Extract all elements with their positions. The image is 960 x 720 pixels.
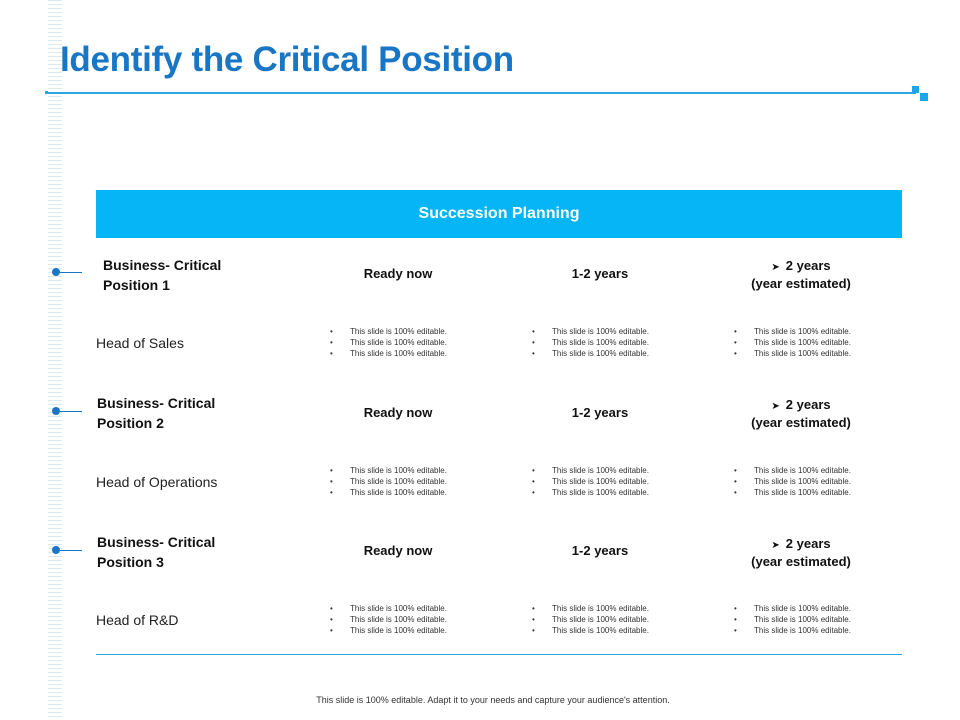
list-item: This slide is 100% editable. (532, 603, 702, 614)
bullet-list: This slide is 100% editable. This slide … (330, 603, 500, 636)
critical-position-label: Business- Critical Position 2 (97, 393, 215, 433)
marker-line (60, 272, 82, 273)
position-line-2: Position 3 (97, 552, 215, 572)
position-line-1: Business- Critical (97, 393, 215, 413)
table-header-label: Succession Planning (419, 205, 580, 223)
bullet-list: This slide is 100% editable. This slide … (734, 326, 904, 359)
years-label: 1-2 years (540, 405, 660, 420)
corner-square-decoration (912, 86, 919, 93)
bullet-list: This slide is 100% editable. This slide … (734, 603, 904, 636)
list-item: This slide is 100% editable. (734, 465, 904, 476)
list-item: This slide is 100% editable. (734, 326, 904, 337)
list-item: This slide is 100% editable. (330, 476, 500, 487)
list-item: This slide is 100% editable. (532, 465, 702, 476)
bullet-list: This slide is 100% editable. This slide … (532, 465, 702, 498)
years-label: 1-2 years (540, 266, 660, 281)
role-label: Head of Operations (96, 474, 217, 490)
list-item: This slide is 100% editable. (330, 614, 500, 625)
list-item: This slide is 100% editable. (330, 348, 500, 359)
marker-dot (52, 407, 60, 415)
estimate-value: 2 years (786, 536, 831, 551)
estimate-note: (year estimated) (726, 554, 876, 570)
footer-note: This slide is 100% editable. Adapt it to… (0, 695, 960, 705)
estimate-label: ➤ 2 years (year estimated) (726, 397, 876, 431)
list-item: This slide is 100% editable. (330, 487, 500, 498)
table-header-bar: Succession Planning (96, 190, 902, 238)
page-title: Identify the Critical Position (60, 40, 514, 80)
list-item: This slide is 100% editable. (532, 625, 702, 636)
marker-dot (52, 268, 60, 276)
bullet-list: This slide is 100% editable. This slide … (330, 326, 500, 359)
estimate-label: ➤ 2 years (year estimated) (726, 536, 876, 570)
bullet-list: This slide is 100% editable. This slide … (330, 465, 500, 498)
list-item: This slide is 100% editable. (734, 337, 904, 348)
list-item: This slide is 100% editable. (330, 326, 500, 337)
table-bottom-divider (96, 654, 902, 655)
row-marker (52, 407, 84, 415)
estimate-note: (year estimated) (726, 276, 876, 292)
role-label: Head of Sales (96, 335, 184, 351)
marker-line (60, 411, 82, 412)
critical-position-label: Business- Critical Position 3 (97, 532, 215, 572)
ready-now-label: Ready now (338, 266, 458, 281)
bullet-list: This slide is 100% editable. This slide … (734, 465, 904, 498)
years-label: 1-2 years (540, 543, 660, 558)
estimate-value: 2 years (786, 397, 831, 412)
list-item: This slide is 100% editable. (532, 476, 702, 487)
list-item: This slide is 100% editable. (532, 614, 702, 625)
position-line-1: Business- Critical (103, 255, 221, 275)
list-item: This slide is 100% editable. (330, 625, 500, 636)
arrow-bullet-icon: ➤ (771, 401, 779, 412)
ready-now-label: Ready now (338, 543, 458, 558)
role-label: Head of R&D (96, 612, 178, 628)
estimate-label: ➤ 2 years (year estimated) (726, 258, 876, 292)
list-item: This slide is 100% editable. (734, 625, 904, 636)
list-item: This slide is 100% editable. (734, 603, 904, 614)
rule-end-decoration (45, 91, 48, 94)
bullet-list: This slide is 100% editable. This slide … (532, 603, 702, 636)
title-divider (48, 92, 916, 94)
list-item: This slide is 100% editable. (532, 326, 702, 337)
position-line-1: Business- Critical (97, 532, 215, 552)
position-line-2: Position 1 (103, 275, 221, 295)
estimate-note: (year estimated) (726, 415, 876, 431)
arrow-bullet-icon: ➤ (771, 540, 779, 551)
list-item: This slide is 100% editable. (532, 337, 702, 348)
critical-position-label: Business- Critical Position 1 (103, 255, 221, 295)
marker-dot (52, 546, 60, 554)
list-item: This slide is 100% editable. (330, 603, 500, 614)
row-marker (52, 268, 84, 276)
bullet-list: This slide is 100% editable. This slide … (532, 326, 702, 359)
ready-now-label: Ready now (338, 405, 458, 420)
list-item: This slide is 100% editable. (734, 487, 904, 498)
list-item: This slide is 100% editable. (734, 348, 904, 359)
position-line-2: Position 2 (97, 413, 215, 433)
list-item: This slide is 100% editable. (330, 465, 500, 476)
list-item: This slide is 100% editable. (532, 348, 702, 359)
marker-line (60, 550, 82, 551)
row-marker (52, 546, 84, 554)
corner-square-decoration (920, 93, 928, 101)
list-item: This slide is 100% editable. (734, 614, 904, 625)
list-item: This slide is 100% editable. (532, 487, 702, 498)
arrow-bullet-icon: ➤ (771, 262, 779, 273)
estimate-value: 2 years (786, 258, 831, 273)
left-decorative-stripe (48, 0, 62, 720)
list-item: This slide is 100% editable. (330, 337, 500, 348)
list-item: This slide is 100% editable. (734, 476, 904, 487)
